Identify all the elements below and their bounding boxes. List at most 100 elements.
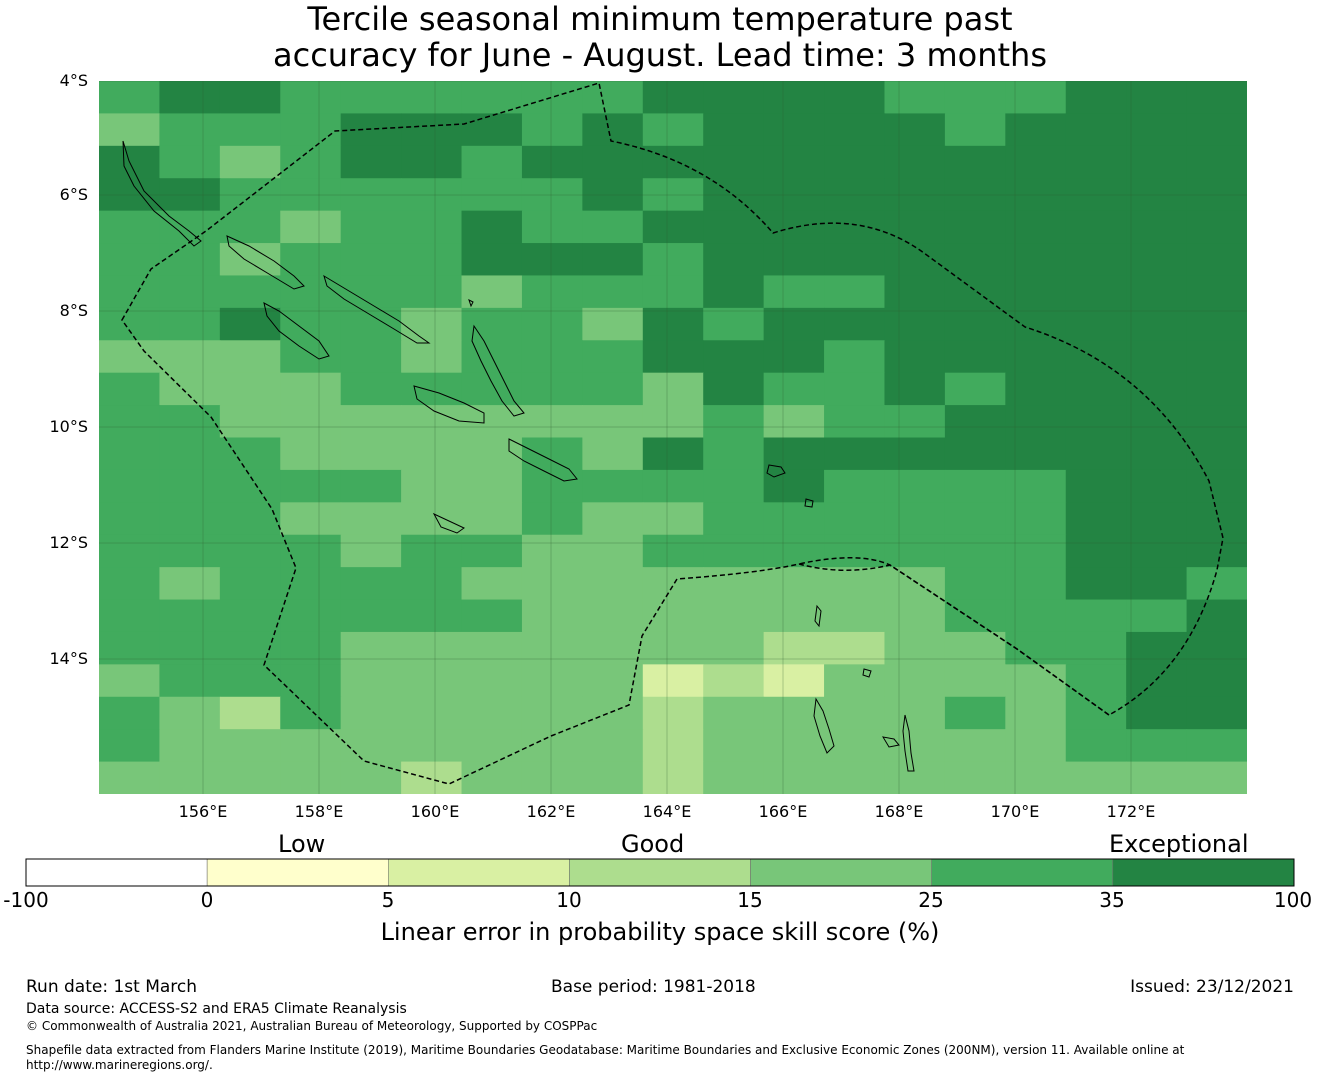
map-cell (884, 243, 946, 277)
map-cell (521, 81, 583, 115)
map-cell (521, 113, 583, 147)
new-georgia-island (263, 302, 330, 360)
map-cell (944, 178, 1006, 212)
map-cell (944, 275, 1006, 309)
map-cell (824, 761, 886, 794)
map-cell (280, 664, 342, 698)
map-cell (642, 307, 704, 341)
map-cell (944, 761, 1006, 794)
map-cell (1005, 761, 1067, 794)
map-cell (944, 145, 1006, 179)
map-cell (1005, 729, 1067, 763)
bougainville-island (122, 140, 202, 247)
map-cell (461, 145, 523, 179)
map-cell (1126, 307, 1188, 341)
map-cell (219, 534, 281, 568)
skill-score-grid (99, 81, 1247, 794)
map-cell (280, 631, 342, 665)
map-cell (1186, 567, 1247, 601)
map-cell (219, 599, 281, 633)
coastlines (122, 140, 915, 772)
map-cell (763, 145, 825, 179)
map-cell (461, 599, 523, 633)
map-cell (884, 340, 946, 374)
map-cell (1065, 631, 1127, 665)
colorbar-category-low: Low (278, 830, 326, 858)
map-cell (642, 178, 704, 212)
map-cell (219, 729, 281, 763)
map-cell (944, 340, 1006, 374)
map-cell (763, 372, 825, 406)
map-cell (461, 372, 523, 406)
lat-label-12s: 12°S (49, 533, 88, 552)
map-cell (582, 631, 644, 665)
map-cell (1065, 81, 1127, 115)
map-cell (1186, 210, 1247, 244)
choiseul-island (226, 235, 305, 290)
map-cell (1065, 113, 1127, 147)
map-cell (521, 340, 583, 374)
map-cell (1065, 664, 1127, 698)
map-cell (884, 502, 946, 536)
map-cell (401, 340, 463, 374)
lon-label-170e: 170°E (990, 802, 1040, 821)
map-cell (219, 761, 281, 794)
map-cell (763, 210, 825, 244)
map-cell (582, 405, 644, 439)
map-cell (1126, 599, 1188, 633)
map-cell (1005, 631, 1067, 665)
vanikoro-island (804, 498, 814, 508)
map-cell (280, 469, 342, 503)
map-cell (763, 631, 825, 665)
map-cell (280, 502, 342, 536)
map-cell (944, 664, 1006, 698)
map-cell (401, 307, 463, 341)
map-cell (582, 340, 644, 374)
map-cell (703, 340, 765, 374)
map-cell (340, 631, 402, 665)
map-cell (219, 81, 281, 115)
map-cell (582, 437, 644, 471)
map-cell (944, 729, 1006, 763)
map-cell (99, 372, 161, 406)
map-cell (280, 372, 342, 406)
map-cell (99, 210, 161, 244)
colorbar-segment (25, 858, 208, 887)
map-cell (944, 210, 1006, 244)
map-cell (884, 469, 946, 503)
map-cell (401, 145, 463, 179)
map-cell (582, 243, 644, 277)
map-cell (99, 307, 161, 341)
lat-label-10s: 10°S (49, 417, 88, 436)
lon-label-172e: 172°E (1106, 802, 1156, 821)
map-cell (944, 405, 1006, 439)
map-cell (824, 372, 886, 406)
map-cell (401, 275, 463, 309)
map-cell (280, 178, 342, 212)
map-cell (1126, 210, 1188, 244)
colorbar-tick-25: 25 (918, 888, 944, 912)
colorbar-tick-100: 100 (1273, 888, 1313, 912)
map-cell (1126, 502, 1188, 536)
map-cell (219, 469, 281, 503)
map-cell (1065, 405, 1127, 439)
map-cell (824, 599, 886, 633)
map-cell (99, 81, 161, 115)
map-cell (401, 372, 463, 406)
map-cell (219, 631, 281, 665)
map-cell (340, 761, 402, 794)
map-cell (1186, 599, 1247, 633)
map-cell (280, 567, 342, 601)
issued-date: Issued: 23/12/2021 (1130, 977, 1294, 997)
map-cell (642, 243, 704, 277)
map-cell (1005, 81, 1067, 115)
map-cell (401, 599, 463, 633)
map-cell (824, 405, 886, 439)
map-cell (642, 210, 704, 244)
map-cell (884, 145, 946, 179)
map-cell (401, 696, 463, 730)
map-cell (461, 437, 523, 471)
map-cell (944, 469, 1006, 503)
map-cell (1126, 437, 1188, 471)
map-cell (1005, 275, 1067, 309)
